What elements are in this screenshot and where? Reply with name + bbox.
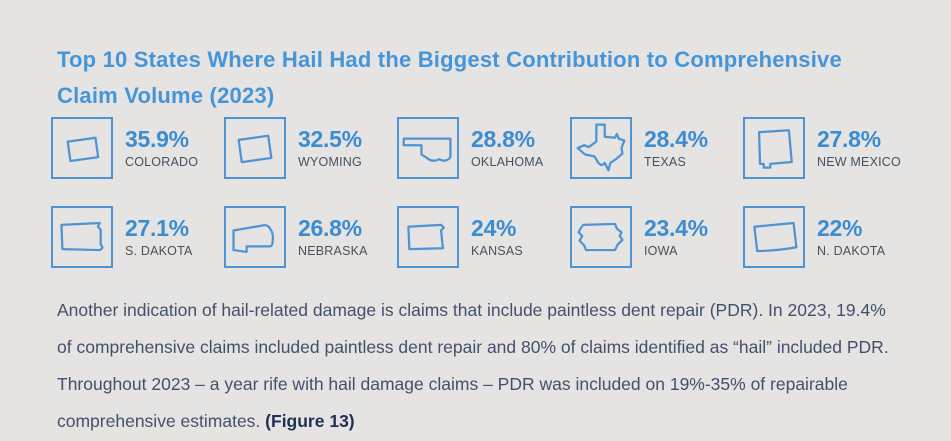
state-text: 26.8% NEBRASKA xyxy=(298,214,368,259)
state-text: 27.8% NEW MEXICO xyxy=(817,125,901,170)
state-outline-box xyxy=(51,117,113,179)
paragraph-line: of comprehensive claims included paintle… xyxy=(57,329,889,366)
state-item: 27.1% S. DAKOTA xyxy=(51,206,224,268)
state-name: KANSAS xyxy=(471,243,523,258)
state-text: 28.8% OKLAHOMA xyxy=(471,125,544,170)
state-percentage: 27.1% xyxy=(125,214,189,241)
state-percentage: 28.8% xyxy=(471,125,535,152)
state-item: 26.8% NEBRASKA xyxy=(224,206,397,268)
state-text: 22% N. DAKOTA xyxy=(817,214,886,259)
state-text: 23.4% IOWA xyxy=(644,214,708,259)
state-name: WYOMING xyxy=(298,154,362,169)
paragraph-line-text: Throughout 2023 – a year rife with hail … xyxy=(57,374,848,394)
state-item: 23.4% IOWA xyxy=(570,206,743,268)
state-text: 24% KANSAS xyxy=(471,214,523,259)
n-dakota-outline-icon xyxy=(753,221,798,253)
state-percentage: 24% xyxy=(471,214,517,241)
state-name: S. DAKOTA xyxy=(125,243,193,258)
state-percentage: 32.5% xyxy=(298,125,362,152)
state-outline-box xyxy=(570,206,632,268)
state-percentage: 26.8% xyxy=(298,214,362,241)
state-percentage: 28.4% xyxy=(644,125,708,152)
state-text: 28.4% TEXAS xyxy=(644,125,708,170)
state-outline-box xyxy=(224,117,286,179)
paragraph-line-text: comprehensive estimates. xyxy=(57,411,261,431)
state-item: 28.8% OKLAHOMA xyxy=(397,117,570,179)
page-title-line1: Top 10 States Where Hail Had the Biggest… xyxy=(57,47,842,72)
kansas-outline-icon xyxy=(407,223,445,251)
paragraph-line-text: of comprehensive claims included paintle… xyxy=(57,337,889,357)
state-percentage: 23.4% xyxy=(644,214,708,241)
state-name: NEBRASKA xyxy=(298,243,368,258)
state-outline-box xyxy=(397,206,459,268)
paragraph-line: Throughout 2023 – a year rife with hail … xyxy=(57,366,889,403)
states-grid: 35.9% COLORADO 32.5% WYOMING 28.8% OKLAH… xyxy=(51,117,916,268)
paragraph-line: Another indication of hail-related damag… xyxy=(57,292,889,329)
colorado-outline-icon xyxy=(66,136,100,163)
state-name: TEXAS xyxy=(644,154,686,169)
state-percentage: 27.8% xyxy=(817,125,881,152)
state-text: 35.9% COLORADO xyxy=(125,125,199,170)
state-outline-box xyxy=(570,117,632,179)
paragraph-line-text: Another indication of hail-related damag… xyxy=(57,300,886,320)
state-name: OKLAHOMA xyxy=(471,154,544,169)
state-outline-box xyxy=(743,206,805,268)
nebraska-outline-icon xyxy=(232,224,275,254)
state-name: NEW MEXICO xyxy=(817,154,901,169)
state-name: N. DAKOTA xyxy=(817,243,886,258)
new-mexico-outline-icon xyxy=(757,129,793,169)
page-title-line2: Claim Volume (2023) xyxy=(57,83,275,108)
state-text: 32.5% WYOMING xyxy=(298,125,362,170)
figure-reference: (Figure 13) xyxy=(265,411,355,431)
state-outline-box xyxy=(743,117,805,179)
state-item: 24% KANSAS xyxy=(397,206,570,268)
state-outline-box xyxy=(397,117,459,179)
state-item: 28.4% TEXAS xyxy=(570,117,743,179)
wyoming-outline-icon xyxy=(237,134,273,164)
state-percentage: 22% xyxy=(817,214,863,241)
state-name: COLORADO xyxy=(125,154,199,169)
body-paragraph: Another indication of hail-related damag… xyxy=(57,292,889,440)
state-item: 22% N. DAKOTA xyxy=(743,206,916,268)
s-dakota-outline-icon xyxy=(60,221,104,252)
state-item: 27.8% NEW MEXICO xyxy=(743,117,916,179)
state-outline-box xyxy=(224,206,286,268)
texas-outline-icon xyxy=(576,123,626,172)
iowa-outline-icon xyxy=(577,222,624,252)
state-item: 32.5% WYOMING xyxy=(224,117,397,179)
state-item: 35.9% COLORADO xyxy=(51,117,224,179)
page-title: Top 10 States Where Hail Had the Biggest… xyxy=(57,42,842,114)
paragraph-line: comprehensive estimates. (Figure 13) xyxy=(57,403,889,440)
oklahoma-outline-icon xyxy=(402,137,452,162)
state-name: IOWA xyxy=(644,243,678,258)
state-percentage: 35.9% xyxy=(125,125,189,152)
state-text: 27.1% S. DAKOTA xyxy=(125,214,193,259)
state-outline-box xyxy=(51,206,113,268)
